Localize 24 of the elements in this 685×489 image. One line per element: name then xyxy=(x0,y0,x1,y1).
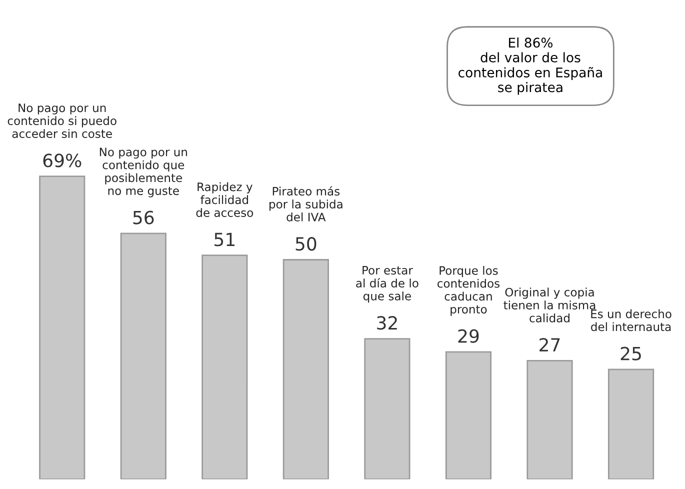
data-label: 27 xyxy=(540,338,560,352)
annotation: Porque los contenidos caducan pronto xyxy=(438,266,500,316)
bar xyxy=(445,351,492,480)
data-label: 29 xyxy=(458,329,479,343)
text: No pago por un contenido si puedo acceder sin coste xyxy=(8,104,116,138)
data-label: 50 xyxy=(296,237,316,251)
annotation: Pirateo más por la subida del IVA xyxy=(270,186,342,222)
data-label: 25 xyxy=(620,346,641,360)
bar xyxy=(526,360,573,480)
bar xyxy=(202,254,248,480)
bar xyxy=(364,338,410,480)
annotation: Es un derecho del internauta xyxy=(591,309,672,332)
data-label: 51 xyxy=(214,232,234,246)
bar xyxy=(282,259,329,480)
bar xyxy=(608,368,654,480)
annotation: Rapidez y facilidad de acceso xyxy=(196,182,254,218)
bar xyxy=(120,232,166,480)
annotation: Por estar al día de lo que sale xyxy=(356,266,418,303)
data-label: 69% xyxy=(43,154,82,168)
text: El 86% del valor de los contenidos en España se piratea xyxy=(458,37,602,95)
bar xyxy=(39,176,86,480)
annotation: No pago por un contenido que posiblemente no me guste xyxy=(100,148,187,198)
data-label: 32 xyxy=(377,316,397,330)
data-label: 56 xyxy=(133,210,154,224)
